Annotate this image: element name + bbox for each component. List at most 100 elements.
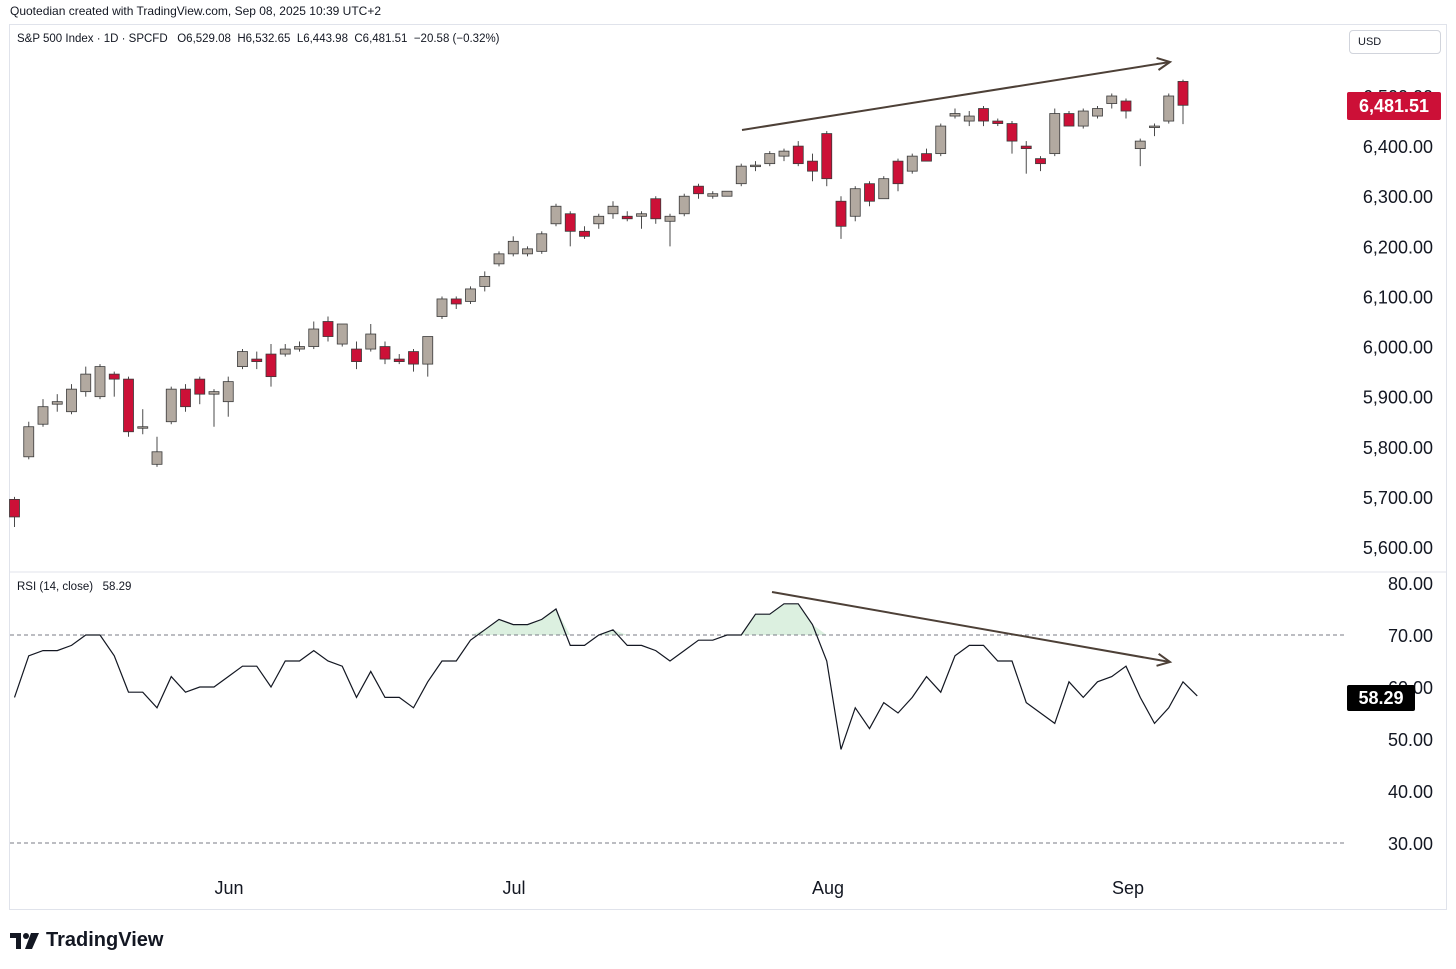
tradingview-logo-text: TradingView [46,929,164,951]
candle-body-up [308,328,320,347]
price-tick-label: 6,300.00 [1363,187,1433,207]
candle [393,354,405,365]
candle [878,176,890,200]
candle [750,161,761,172]
candle-body-up [849,188,861,217]
candle [108,371,120,397]
candle [864,181,875,207]
candle [408,349,419,372]
price-tick-label: 5,600.00 [1363,538,1433,558]
candle [735,163,747,187]
legend-close: C6,481.51 [354,33,408,45]
candle [151,436,163,467]
candle-body-down [1035,158,1046,165]
rsi-tick-label: 40.00 [1388,782,1433,802]
rsi-legend-value: 58.29 [102,581,132,593]
candle-body-up [678,195,690,215]
rsi-tick-label: 70.00 [1388,626,1433,646]
candle-body-down [393,358,405,362]
price-axis[interactable]: 5,600.00 5,700.00 5,800.00 5,900.00 6,000.00… [1363,87,1433,558]
candle-body-down [992,120,1004,124]
candle-body-up [294,346,305,350]
price-tick-label: 6,000.00 [1363,338,1433,358]
candle [1106,93,1118,109]
legend-change: −20.58 (−0.32%) [413,33,500,45]
candle [365,324,377,352]
candle-body-down [1020,145,1032,150]
candle [80,366,92,397]
candle-body-up [707,193,719,197]
rsi-trend-arrow [771,591,1173,667]
currency-selector[interactable]: USD [1349,30,1441,54]
candle [921,148,932,162]
candle-body-up [465,288,476,302]
candle-body-up [493,253,505,265]
candle-body-up [636,213,647,217]
candle [279,344,291,357]
time-tick-label: Jul [502,878,525,898]
candle [322,316,334,342]
candle [1063,111,1075,127]
legend-symbol: S&P 500 Index · 1D · SPCFD [17,33,168,45]
candle-body-up [1134,140,1146,150]
candle [507,236,519,257]
tradingview-logo[interactable]: TradingView [10,929,163,952]
candle [180,384,191,412]
candle-body-up [1149,125,1160,128]
candle [607,201,619,219]
candle-body-up [1163,95,1175,122]
trend-arrows [741,57,1173,667]
candle [1006,121,1018,154]
candle-body-down [450,298,462,305]
candle-body-down [265,353,277,378]
candlestick-series [9,79,1189,527]
legend-open: O6,529.08 [177,33,231,45]
candle [66,384,77,415]
candle-body-down [807,160,818,172]
candle-body-up [522,248,533,255]
candle [721,190,733,197]
candle [678,193,690,217]
candle-body-up [137,426,149,429]
candle [422,336,434,377]
candle-body-down [864,183,875,202]
candle [892,158,904,192]
legend-low: L6,443.98 [296,33,348,45]
main-legend: S&P 500 Index · 1D · SPCFD O6,529.08 H6,… [17,33,500,45]
candle [1163,93,1175,124]
candle-body-up [735,165,747,185]
time-axis[interactable]: Jun Jul Aug Sep [214,878,1144,898]
candle-body-up [593,215,605,225]
candle-body-down [978,108,989,122]
candle-body-down [579,230,590,237]
candle-body-down [194,378,206,395]
time-tick-label: Sep [1112,878,1144,898]
candle [479,271,491,292]
candle [222,376,234,417]
rsi-line [13,603,1198,750]
rsi-legend-label: RSI (14, close) [17,581,94,593]
candle-body-up [479,275,491,287]
candle-body-up [336,323,348,345]
candle [821,131,833,187]
candle-body-down [792,145,804,165]
rsi-overbought-area [598,629,628,635]
candle-body-up [764,153,776,165]
candle [792,141,804,167]
candle [1092,106,1103,119]
rsi-trend-arrow-shaft [771,591,1171,663]
candle [650,196,662,224]
candle-body-up [23,426,35,458]
candle [978,106,989,127]
candle-body-down [1120,100,1132,112]
candle [493,251,505,267]
candle-body-up [365,333,377,350]
candle-body-up [721,190,733,197]
candle-body-up [750,164,761,168]
candle [963,111,975,127]
price-trend-arrow-shaft [741,61,1171,131]
rsi-value-badge: 58.29 [1347,685,1415,711]
candle-body-up [1077,110,1089,127]
